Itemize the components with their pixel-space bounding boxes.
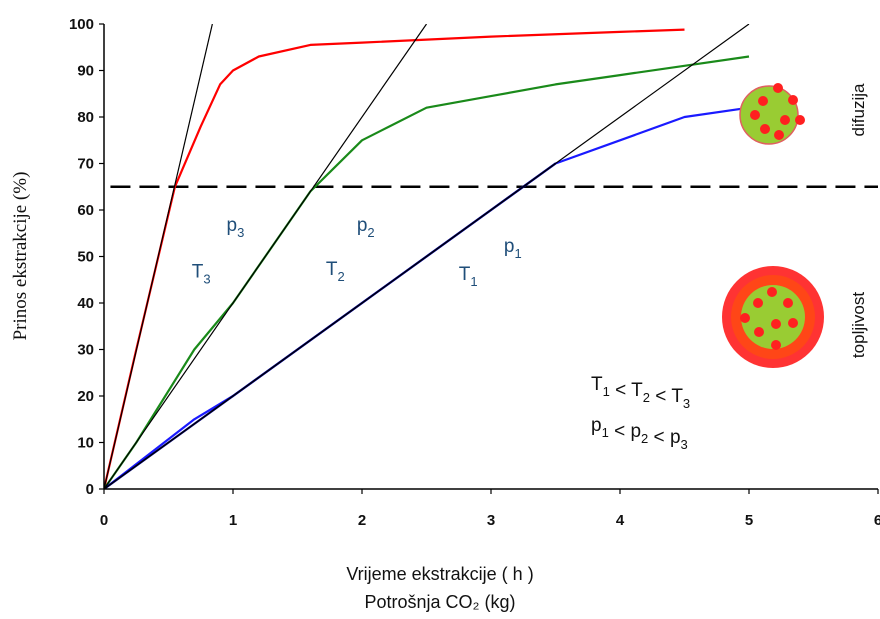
label-p1: p1 bbox=[504, 236, 522, 261]
label-T1: T1 bbox=[459, 264, 478, 289]
x-tick-label: 2 bbox=[358, 512, 366, 529]
x-tick-label: 4 bbox=[616, 512, 625, 529]
side-label-solubility: topljivost bbox=[849, 292, 868, 358]
y-tick-label: 60 bbox=[77, 202, 94, 219]
y-tick-label: 20 bbox=[77, 388, 94, 405]
label-T2: T2 bbox=[326, 259, 345, 284]
series-line-1 bbox=[104, 55, 750, 489]
particle-solubility-icon bbox=[722, 266, 824, 368]
axes: 0 10 20 30 40 50 60 70 80 90 100 0 1 2 3 4 5 6 bbox=[69, 16, 880, 529]
particle-diffusion-icon bbox=[739, 83, 805, 145]
y-tick-label: 30 bbox=[77, 342, 94, 359]
inequality-pressure: p1 < p2 < p3 bbox=[591, 415, 688, 452]
y-tick-label: 0 bbox=[86, 481, 94, 498]
tangent-line-1 bbox=[104, 24, 427, 489]
y-tick-label: 90 bbox=[77, 63, 94, 80]
y-axis-label: Prinos ekstrakcije (%) bbox=[10, 172, 31, 341]
label-T3: T3 bbox=[192, 261, 211, 286]
tangent-group bbox=[104, 24, 750, 489]
y-tick-label: 70 bbox=[77, 156, 94, 173]
annotations: p3 T3 p2 T2 p1 T1 T1 < T2 < T3 p1 < p2 < p3 bbox=[192, 215, 690, 452]
y-tick-label: 40 bbox=[77, 295, 94, 312]
inequality-temperature: T1 < T2 < T3 bbox=[591, 374, 690, 411]
y-tick-label: 80 bbox=[77, 109, 94, 126]
x-axis-label-secondary: Potrošnja CO₂ (kg) bbox=[364, 592, 516, 612]
tangent-line-0 bbox=[104, 24, 213, 489]
x-tick-label: 5 bbox=[745, 512, 753, 529]
x-tick-label: 6 bbox=[874, 512, 880, 529]
y-tick-label: 10 bbox=[77, 435, 94, 452]
y-tick-label: 50 bbox=[77, 249, 94, 266]
series-group bbox=[104, 28, 750, 489]
x-tick-label: 1 bbox=[229, 512, 237, 529]
x-tick-label: 3 bbox=[487, 512, 495, 529]
label-p2: p2 bbox=[357, 215, 375, 240]
y-tick-label: 100 bbox=[69, 16, 94, 33]
label-p3: p3 bbox=[227, 215, 245, 240]
side-label-diffusion: difuzija bbox=[849, 83, 868, 136]
x-tick-label: 0 bbox=[100, 512, 108, 529]
tangent-line-2 bbox=[104, 24, 750, 489]
x-axis-label: Vrijeme ekstrakcije ( h ) bbox=[346, 564, 534, 584]
